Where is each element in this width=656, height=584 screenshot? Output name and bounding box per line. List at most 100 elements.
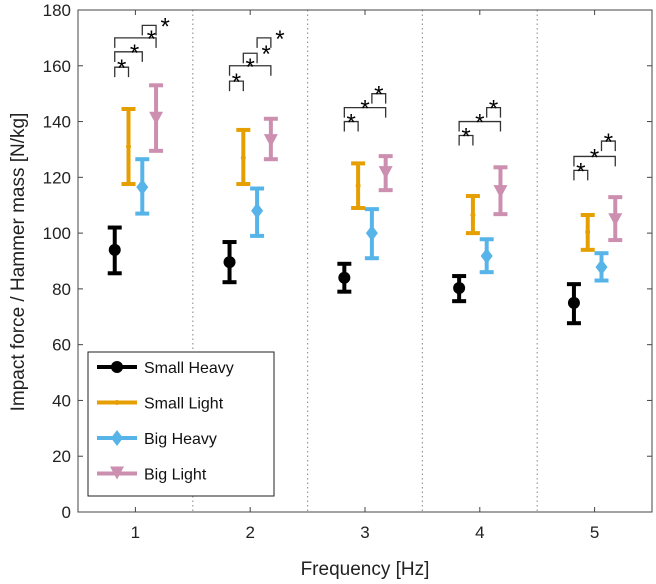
x-axis-label: Frequency [Hz] — [301, 559, 430, 580]
marker-point — [470, 212, 476, 218]
x-tick-label: 2 — [245, 523, 254, 542]
marker-triangle-down — [263, 134, 278, 148]
error-bar-small-heavy — [337, 261, 352, 294]
marker-triangle-down — [608, 213, 623, 227]
marker-circle — [338, 271, 351, 284]
error-bar-small-light — [465, 194, 480, 236]
significance-bracket — [458, 134, 474, 146]
error-bar-big-light — [608, 195, 623, 243]
legend: Small Heavy Small Light Big Heavy Big Light — [87, 351, 275, 497]
error-bar-big-light — [149, 83, 164, 153]
error-bar-big-light — [378, 154, 393, 193]
marker-circle — [111, 361, 123, 373]
significance-bracket — [228, 80, 244, 92]
marker-circle — [453, 282, 466, 295]
significance-bracket — [573, 169, 589, 181]
y-tick-label: 140 — [43, 113, 71, 132]
legend-label: Small Light — [144, 396, 224, 413]
significance-bracket — [228, 65, 272, 76]
significance-bracket — [458, 120, 502, 132]
significance-star: * — [374, 82, 383, 109]
significance-star: * — [604, 129, 613, 156]
y-tick-label: 100 — [43, 224, 71, 243]
significance-star: * — [161, 13, 170, 40]
significance-star: * — [232, 69, 241, 96]
marker-diamond — [595, 259, 608, 276]
marker-circle — [567, 296, 580, 309]
x-tick-label: 1 — [131, 523, 140, 542]
significance-bracket — [343, 106, 387, 118]
marker-diamond — [111, 430, 123, 446]
legend-label: Big Heavy — [144, 431, 217, 448]
y-tick-label: 60 — [52, 336, 71, 355]
marker-point — [585, 229, 591, 235]
significance-bracket — [343, 120, 359, 132]
significance-bracket — [371, 93, 387, 104]
x-tick-label: 5 — [590, 523, 599, 542]
significance-bracket — [486, 106, 502, 118]
error-bar-small-light — [236, 127, 251, 187]
y-tick-label: 120 — [43, 168, 71, 187]
error-bar-small-light — [580, 212, 595, 252]
y-axis-label: Impact force / Hammer mass [N/kg] — [8, 113, 29, 412]
significance-star: * — [275, 26, 284, 53]
significance-star: * — [130, 40, 139, 67]
y-tick-label: 180 — [43, 1, 71, 20]
significance-bracket — [114, 37, 157, 48]
marker-point — [355, 183, 361, 189]
error-bar-big-heavy — [135, 157, 150, 216]
error-bar-big-heavy — [364, 207, 379, 261]
legend-label: Small Heavy — [144, 360, 234, 377]
error-bar-small-light — [121, 107, 136, 187]
significance-bracket — [242, 52, 258, 64]
significance-bracket — [114, 51, 143, 62]
error-bar-small-light — [351, 161, 366, 211]
error-bar-small-heavy — [222, 240, 237, 285]
y-tick-label: 40 — [52, 391, 71, 410]
legend-entry: Small Light — [97, 396, 224, 413]
significance-star: * — [590, 144, 599, 171]
marker-triangle-down — [110, 466, 124, 480]
significance-bracket — [141, 24, 157, 36]
marker-triangle-down — [378, 166, 393, 180]
y-tick-label: 20 — [52, 447, 71, 466]
x-tick-label: 3 — [360, 523, 369, 542]
marker-triangle-down — [149, 111, 164, 125]
marker-diamond — [251, 202, 264, 219]
significance-star: * — [147, 26, 156, 53]
significance-star: * — [246, 54, 255, 81]
error-bar-small-heavy — [452, 274, 467, 304]
significance-star: * — [489, 96, 498, 123]
significance-star: * — [475, 110, 484, 137]
marker-circle — [108, 243, 121, 256]
error-bar-small-heavy — [566, 282, 581, 326]
significance-star: * — [117, 55, 126, 82]
legend-entry: Big Heavy — [97, 430, 217, 448]
error-bar-big-heavy — [250, 186, 265, 238]
legend-entry: Big Light — [97, 466, 207, 484]
significance-star: * — [360, 96, 369, 123]
significance-bracket — [573, 155, 616, 167]
legend-label: Big Light — [144, 467, 207, 484]
marker-triangle-down — [493, 185, 508, 199]
error-bar-big-heavy — [479, 237, 494, 275]
marker-point — [240, 155, 246, 161]
marker-diamond — [365, 225, 378, 242]
marker-point — [114, 400, 120, 405]
marker-diamond — [136, 179, 149, 196]
significance-star: * — [576, 158, 585, 185]
y-tick-label: 160 — [43, 57, 71, 76]
y-tick-label: 0 — [62, 503, 71, 522]
error-bar-big-light — [493, 165, 508, 217]
y-tick-label: 80 — [52, 280, 71, 299]
significance-star: * — [347, 110, 356, 137]
legend-entry: Small Heavy — [97, 360, 234, 377]
significance-bracket — [256, 37, 272, 48]
marker-circle — [223, 256, 236, 269]
error-bar-big-heavy — [594, 251, 609, 283]
error-bar-big-light — [263, 116, 278, 162]
x-tick-label: 4 — [475, 523, 484, 542]
significance-bracket — [600, 140, 616, 152]
